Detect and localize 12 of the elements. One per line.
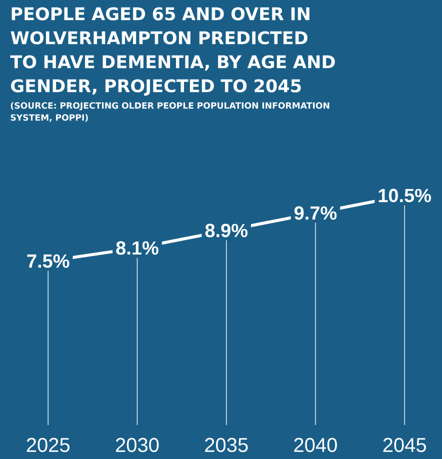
x-tick-label: 2040 [294,438,337,452]
chart-title: PEOPLE AGED 65 AND OVER IN WOLVERHAMPTON PREDICTED TO HAVE DEMENTIA, BY AGE AND GENDER, PROJECTED TO 2045 [10,7,335,96]
data-label: 7.5% [27,254,70,268]
x-tick-label: 2030 [116,438,159,452]
x-tick-label: 2035 [205,438,248,452]
x-tick-label: 2025 [26,438,70,452]
data-label: 9.7% [294,206,337,220]
text: (SOURCE: PROJECTING OLDER PEOPLE POPULATION INFORMATION SYSTEM, POPPI) [10,102,330,122]
data-label: 10.5% [378,188,432,202]
data-label: 8.9% [205,224,248,238]
data-label: 8.1% [116,241,158,255]
x-tick-label: 2045 [383,438,426,452]
